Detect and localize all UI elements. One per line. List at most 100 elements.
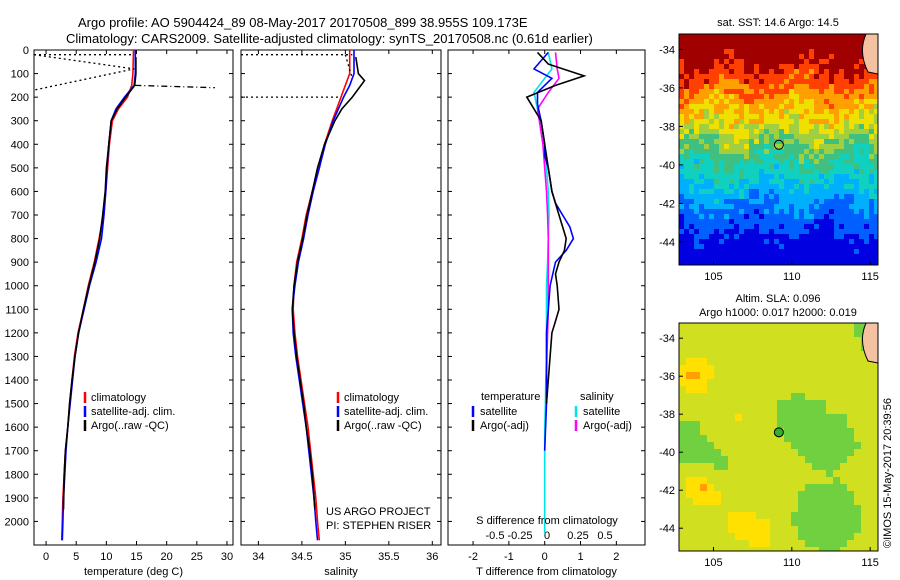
- map-cell: [734, 219, 739, 224]
- map-cell: [693, 519, 700, 526]
- map-cell: [707, 393, 714, 400]
- map-cell: [804, 79, 809, 84]
- map-cell: [819, 400, 826, 407]
- map-cell: [869, 129, 874, 134]
- map-cell: [799, 39, 804, 44]
- map-cell: [854, 379, 861, 386]
- map-cell: [854, 372, 861, 379]
- map-cell: [769, 64, 774, 69]
- map-cell: [864, 84, 869, 89]
- map-cell: [700, 491, 707, 498]
- map-cell: [699, 54, 704, 59]
- map-cell: [804, 229, 809, 234]
- map-cell: [689, 244, 694, 249]
- map-cell: [742, 337, 749, 344]
- map-cell: [714, 104, 719, 109]
- y-tick-label: 1600: [5, 422, 29, 434]
- map-cell: [859, 224, 864, 229]
- map-cell: [699, 254, 704, 259]
- map-cell: [833, 463, 840, 470]
- map-cell: [840, 449, 847, 456]
- map-cell: [861, 484, 868, 491]
- map-cell: [754, 254, 759, 259]
- map-cell: [794, 204, 799, 209]
- map-cell: [770, 428, 777, 435]
- map-cell: [791, 330, 798, 337]
- map-cell: [833, 428, 840, 435]
- map-cell: [774, 124, 779, 129]
- map-cell: [719, 224, 724, 229]
- map-cell: [724, 224, 729, 229]
- map-cell: [759, 159, 764, 164]
- map-cell: [794, 69, 799, 74]
- series-line-2: [291, 56, 366, 510]
- map-cell: [844, 109, 849, 114]
- map-cell: [735, 519, 742, 526]
- x-tick-label: 35: [339, 551, 351, 563]
- y-tick-label: 800: [11, 234, 29, 246]
- map-cell: [819, 254, 824, 259]
- map-cell: [784, 74, 789, 79]
- map-cell: [804, 154, 809, 159]
- top-x-tick-label: 0: [544, 530, 550, 542]
- map-cell: [686, 442, 693, 449]
- map-cell: [814, 39, 819, 44]
- plot-frame: [240, 49, 442, 546]
- legend-label: satellite-adj. clim.: [91, 406, 175, 418]
- map-cell: [684, 124, 689, 129]
- map-cell: [742, 442, 749, 449]
- map-cell: [844, 124, 849, 129]
- map-cell: [763, 330, 770, 337]
- map-cell: [679, 94, 684, 99]
- map-cell: [749, 124, 754, 129]
- map-cell: [847, 470, 854, 477]
- map-cell: [854, 449, 861, 456]
- map-cell: [868, 477, 875, 484]
- map-cell: [774, 154, 779, 159]
- map-cell: [809, 134, 814, 139]
- map-cell: [749, 330, 756, 337]
- map-cell: [764, 89, 769, 94]
- map-cell: [798, 358, 805, 365]
- map-cell: [789, 174, 794, 179]
- map-cell: [809, 149, 814, 154]
- map-cell: [794, 159, 799, 164]
- map-cell: [739, 74, 744, 79]
- map-cell: [709, 244, 714, 249]
- map-cell: [704, 189, 709, 194]
- map-cell: [804, 134, 809, 139]
- map-cell: [854, 49, 859, 54]
- map-cell: [791, 547, 798, 551]
- map-cell: [839, 214, 844, 219]
- series-line-3: [34, 54, 135, 91]
- map-cell: [686, 323, 693, 330]
- map-cell: [764, 154, 769, 159]
- map-cell: [744, 124, 749, 129]
- map-cell: [839, 59, 844, 64]
- map-cell: [700, 449, 707, 456]
- map-cell: [833, 449, 840, 456]
- map-cell: [679, 254, 684, 259]
- map-cell: [814, 44, 819, 49]
- map-cell: [869, 104, 874, 109]
- map-cell: [833, 330, 840, 337]
- map-cell: [789, 129, 794, 134]
- map-cell: [799, 149, 804, 154]
- map-cell: [864, 94, 869, 99]
- map-cell: [833, 365, 840, 372]
- map-cell: [749, 351, 756, 358]
- map-cell: [834, 84, 839, 89]
- map-cell: [840, 435, 847, 442]
- map-cell: [844, 149, 849, 154]
- map-cell: [754, 239, 759, 244]
- map-cell: [756, 498, 763, 505]
- map-cell: [721, 449, 728, 456]
- map-cell: [799, 134, 804, 139]
- map-cell: [739, 134, 744, 139]
- map-cell: [829, 224, 834, 229]
- map-cell: [719, 129, 724, 134]
- map-cell: [684, 189, 689, 194]
- map-cell: [679, 209, 684, 214]
- map-cell: [874, 254, 878, 259]
- map-cell: [693, 449, 700, 456]
